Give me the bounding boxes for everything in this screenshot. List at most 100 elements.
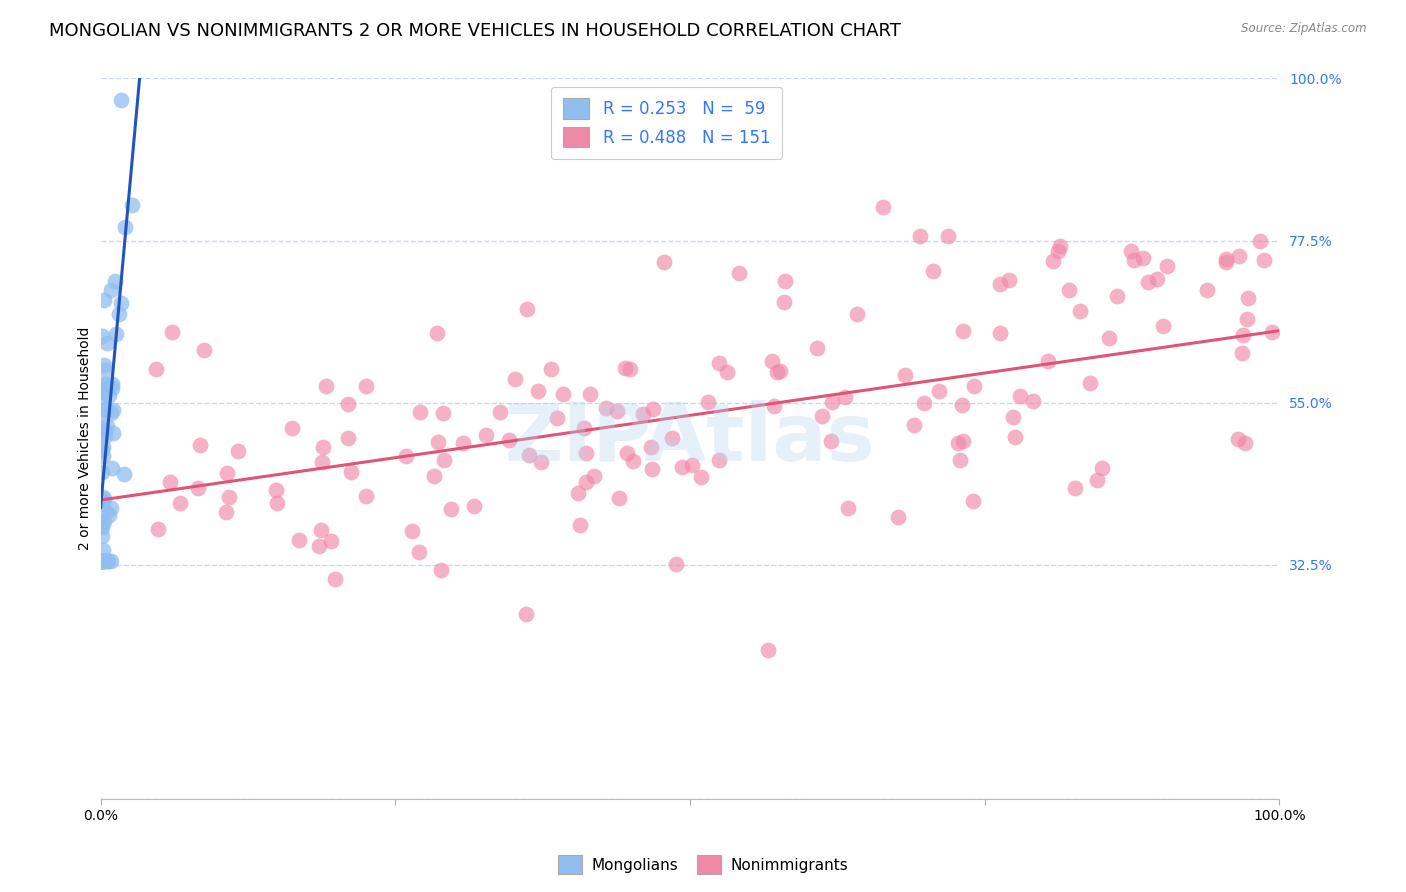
- Point: [516, 301, 538, 316]
- Point: [96, 418, 118, 433]
- Point: [90, 520, 112, 534]
- Point: [1249, 234, 1271, 248]
- Point: [1253, 252, 1275, 267]
- Point: [1237, 292, 1260, 306]
- Point: [114, 220, 136, 235]
- Point: [451, 435, 474, 450]
- Point: [761, 354, 783, 368]
- Point: [281, 421, 304, 435]
- Point: [91, 441, 114, 455]
- Point: [526, 384, 548, 398]
- Point: [94, 403, 117, 417]
- Point: [98, 508, 121, 523]
- Point: [503, 372, 526, 386]
- Point: [756, 642, 779, 657]
- Point: [1085, 473, 1108, 487]
- Point: [810, 409, 832, 423]
- Point: [439, 502, 461, 516]
- Point: [100, 554, 122, 568]
- Legend: Mongolians, Nonimmigrants: Mongolians, Nonimmigrants: [553, 849, 853, 880]
- Point: [103, 425, 125, 440]
- Point: [614, 360, 637, 375]
- Point: [607, 491, 630, 505]
- Point: [988, 326, 1011, 341]
- Point: [94, 382, 117, 396]
- Point: [98, 387, 121, 401]
- Point: [340, 465, 363, 479]
- Point: [1227, 432, 1250, 446]
- Point: [1236, 312, 1258, 326]
- Point: [110, 296, 132, 310]
- Point: [772, 295, 794, 310]
- Point: [763, 400, 786, 414]
- Point: [91, 542, 114, 557]
- Point: [321, 534, 343, 549]
- Point: [583, 468, 606, 483]
- Point: [1137, 275, 1160, 289]
- Text: ZIPAtlas: ZIPAtlas: [505, 400, 876, 478]
- Point: [1215, 255, 1237, 269]
- Point: [395, 449, 418, 463]
- Point: [1078, 376, 1101, 391]
- Point: [90, 390, 112, 404]
- Point: [90, 442, 112, 457]
- Text: Source: ZipAtlas.com: Source: ZipAtlas.com: [1241, 22, 1367, 36]
- Point: [671, 460, 693, 475]
- Point: [546, 410, 568, 425]
- Point: [121, 197, 143, 211]
- Point: [1232, 345, 1254, 359]
- Point: [551, 386, 574, 401]
- Point: [90, 423, 112, 437]
- Point: [145, 362, 167, 376]
- Point: [401, 524, 423, 538]
- Point: [91, 495, 114, 509]
- Point: [103, 402, 125, 417]
- Point: [160, 325, 183, 339]
- Point: [93, 554, 115, 568]
- Point: [837, 501, 859, 516]
- Point: [1152, 318, 1174, 333]
- Point: [94, 385, 117, 400]
- Point: [432, 406, 454, 420]
- Point: [1004, 430, 1026, 444]
- Point: [93, 554, 115, 568]
- Point: [963, 379, 986, 393]
- Point: [1064, 481, 1087, 495]
- Point: [427, 434, 450, 449]
- Point: [93, 515, 115, 529]
- Point: [90, 554, 112, 568]
- Point: [952, 434, 974, 449]
- Y-axis label: 2 or more Vehicles in Household: 2 or more Vehicles in Household: [79, 327, 93, 550]
- Point: [575, 446, 598, 460]
- Point: [215, 505, 238, 519]
- Point: [94, 363, 117, 377]
- Point: [572, 421, 595, 435]
- Point: [912, 396, 935, 410]
- Point: [530, 455, 553, 469]
- Point: [90, 497, 112, 511]
- Point: [949, 452, 972, 467]
- Point: [93, 359, 115, 373]
- Point: [728, 266, 751, 280]
- Point: [409, 405, 432, 419]
- Point: [903, 418, 925, 433]
- Legend: R = 0.253   N =  59, R = 0.488   N = 151: R = 0.253 N = 59, R = 0.488 N = 151: [551, 87, 782, 159]
- Point: [91, 553, 114, 567]
- Point: [640, 440, 662, 454]
- Point: [148, 522, 170, 536]
- Point: [515, 607, 537, 621]
- Point: [354, 379, 377, 393]
- Point: [845, 307, 868, 321]
- Point: [766, 365, 789, 379]
- Point: [430, 563, 453, 577]
- Point: [97, 554, 120, 568]
- Point: [619, 362, 641, 376]
- Point: [519, 448, 541, 462]
- Point: [621, 453, 644, 467]
- Point: [1234, 436, 1257, 450]
- Point: [1146, 272, 1168, 286]
- Point: [606, 404, 628, 418]
- Point: [91, 450, 114, 464]
- Point: [616, 446, 638, 460]
- Point: [94, 505, 117, 519]
